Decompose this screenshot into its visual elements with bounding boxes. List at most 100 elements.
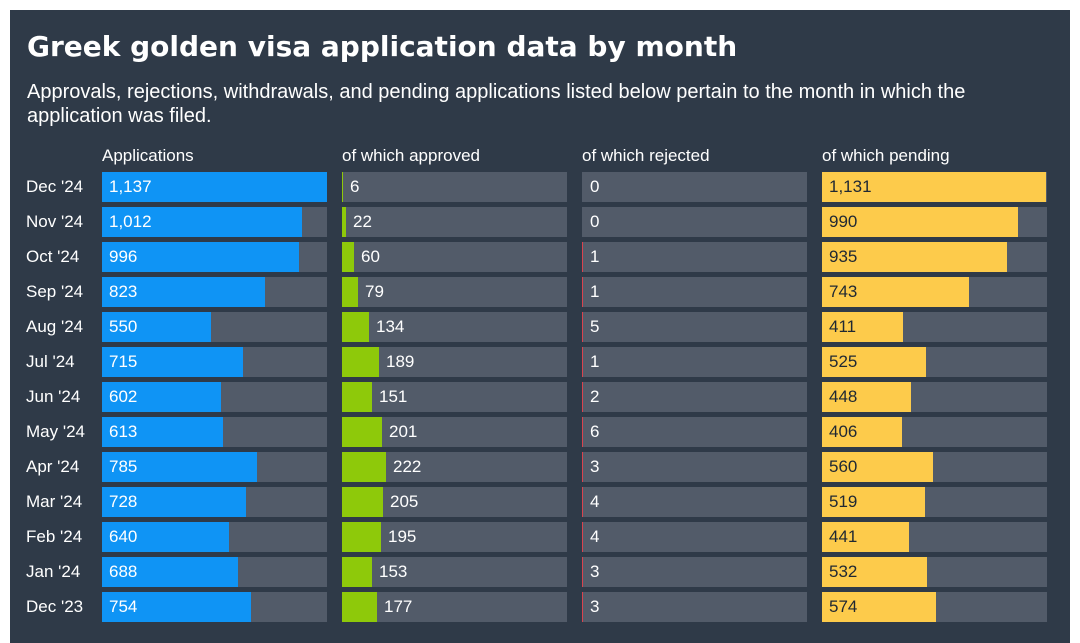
bar-track-pending: 448 (822, 382, 1047, 412)
bar-track-approved: 151 (342, 382, 567, 412)
value-label-pending: 441 (829, 527, 858, 546)
bar-applications (102, 242, 299, 272)
value-label-rejected: 4 (590, 527, 600, 546)
value-label-pending: 411 (829, 317, 857, 336)
column-header-pending: of which pending (822, 146, 950, 165)
value-label-rejected: 3 (590, 597, 600, 616)
bar-applications (102, 487, 246, 517)
value-label-applications: 602 (109, 387, 138, 406)
bar-approved (342, 382, 372, 412)
bar-pending (822, 242, 1007, 272)
bar-applications (102, 312, 211, 342)
bar-approved (342, 487, 383, 517)
row-label: Oct '24 (26, 247, 80, 266)
bar-pending (822, 557, 927, 587)
value-label-rejected: 1 (590, 282, 600, 301)
bar-pending (822, 522, 909, 552)
bar-track-applications: 602 (102, 382, 327, 412)
value-label-applications: 550 (109, 317, 138, 336)
bar-approved (342, 277, 358, 307)
bar-rejected (582, 312, 583, 342)
bar-track-approved: 201 (342, 417, 567, 447)
bar-approved (342, 522, 381, 552)
bar-track-rejected: 4 (582, 522, 807, 552)
value-label-approved: 6 (350, 177, 360, 196)
value-label-applications: 1,012 (109, 212, 152, 231)
value-label-pending: 406 (829, 422, 858, 441)
bar-track-approved: 195 (342, 522, 567, 552)
bar-track-rejected: 3 (582, 557, 807, 587)
value-label-approved: 222 (393, 457, 422, 476)
bar-track-approved: 79 (342, 277, 567, 307)
bar-track-approved: 60 (342, 242, 567, 272)
bar-applications (102, 277, 265, 307)
value-label-approved: 189 (386, 352, 415, 371)
row-label: Sep '24 (26, 282, 84, 301)
bar-rejected (582, 592, 583, 622)
bar-track-rejected: 4 (582, 487, 807, 517)
bar-rejected (582, 347, 583, 377)
bar-track-approved: 153 (342, 557, 567, 587)
bar-track-rejected: 5 (582, 312, 807, 342)
bar-track-applications: 996 (102, 242, 327, 272)
bar-track-rejected: 3 (582, 452, 807, 482)
bar-track-approved: 6 (342, 172, 567, 202)
bar-track-rejected: 1 (582, 277, 807, 307)
bar-pending (822, 172, 1046, 202)
value-label-pending: 990 (829, 212, 858, 231)
value-label-applications: 996 (109, 247, 138, 266)
bar-track-applications: 688 (102, 557, 327, 587)
bar-track-rejected: 0 (582, 172, 807, 202)
bar-track-applications: 1,012 (102, 207, 327, 237)
value-label-applications: 728 (109, 492, 138, 511)
value-label-approved: 201 (389, 422, 418, 441)
bar-track-applications: 823 (102, 277, 327, 307)
bar-rejected (582, 452, 583, 482)
bar-applications (102, 347, 243, 377)
bar-approved (342, 592, 377, 622)
bar-track-applications: 715 (102, 347, 327, 377)
value-label-pending: 743 (829, 282, 858, 301)
value-label-pending: 532 (829, 562, 858, 581)
bar-track-approved: 22 (342, 207, 567, 237)
bar-track-applications: 785 (102, 452, 327, 482)
row-label: Jan '24 (26, 562, 81, 581)
value-label-pending: 448 (829, 387, 858, 406)
bar-pending (822, 347, 926, 377)
value-label-applications: 785 (109, 457, 138, 476)
bar-track-rejected: 3 (582, 592, 807, 622)
bar-track-rejected: 1 (582, 242, 807, 272)
chart-subtitle: Approvals, rejections, withdrawals, and … (27, 81, 966, 127)
value-label-applications: 823 (109, 282, 138, 301)
value-label-applications: 1,137 (109, 177, 152, 196)
value-label-rejected: 3 (590, 562, 600, 581)
bar-track-applications: 754 (102, 592, 327, 622)
bar-applications (102, 382, 221, 412)
bar-approved (342, 207, 346, 237)
bar-pending (822, 207, 1018, 237)
value-label-rejected: 1 (590, 247, 600, 266)
bar-track-approved: 222 (342, 452, 567, 482)
value-label-approved: 153 (379, 562, 408, 581)
bar-track-rejected: 2 (582, 382, 807, 412)
bar-track-pending: 935 (822, 242, 1047, 272)
bar-pending (822, 417, 902, 447)
value-label-approved: 134 (376, 317, 405, 336)
bar-approved (342, 417, 382, 447)
bar-track-pending: 574 (822, 592, 1047, 622)
bar-track-rejected: 0 (582, 207, 807, 237)
value-label-rejected: 1 (590, 352, 600, 371)
value-label-applications: 613 (109, 422, 138, 441)
bar-pending (822, 312, 903, 342)
bar-approved (342, 312, 369, 342)
value-label-approved: 22 (353, 212, 372, 231)
value-label-pending: 935 (829, 247, 858, 266)
bar-approved (342, 172, 343, 202)
bar-track-pending: 441 (822, 522, 1047, 552)
column-header-approved: of which approved (342, 146, 480, 165)
row-label: Aug '24 (26, 317, 84, 336)
bar-track-applications: 613 (102, 417, 327, 447)
bar-track-pending: 519 (822, 487, 1047, 517)
value-label-approved: 177 (384, 597, 413, 616)
bar-approved (342, 557, 372, 587)
